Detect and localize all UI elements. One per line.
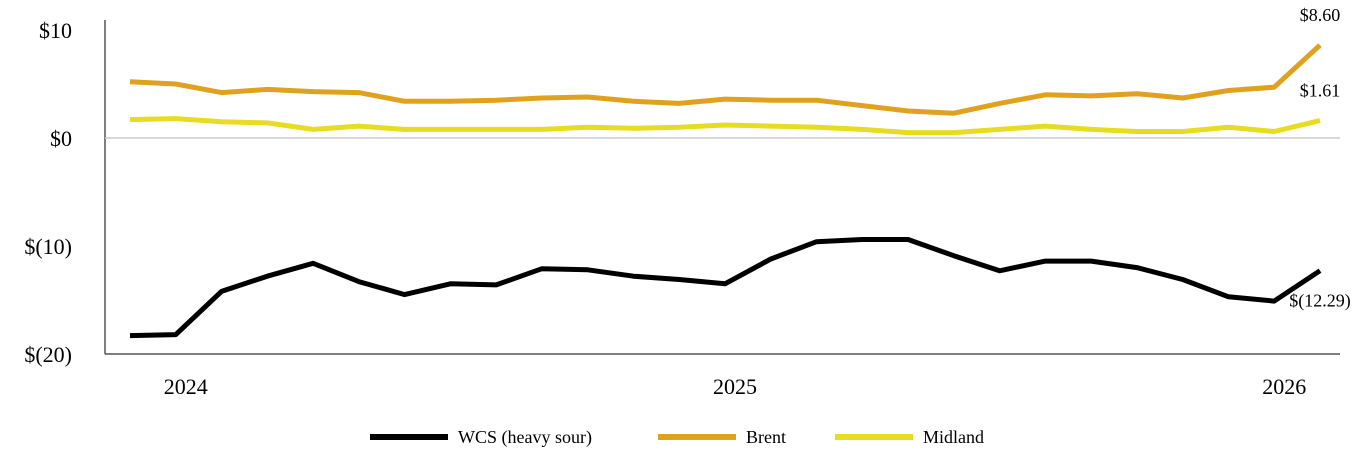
series-line-brent: [129, 43, 1322, 116]
end-value-label: $8.60: [1300, 5, 1341, 25]
series-line-midland: [129, 116, 1321, 136]
x-tick-label: 2025: [713, 374, 757, 399]
y-tick-label: $0: [50, 126, 72, 151]
x-tick-label: 2026: [1262, 374, 1306, 399]
end-value-label: $1.61: [1300, 81, 1341, 101]
series-line-wcs-heavy-sour: [129, 237, 1322, 339]
y-tick-label: $10: [39, 18, 72, 43]
end-labels: $(12.29) $8.60 $1.61: [1289, 5, 1351, 312]
x-tick-label: 2024: [164, 374, 208, 399]
legend-label: Midland: [923, 427, 984, 447]
series-lines: [129, 43, 1322, 339]
axes: $10 $0 $(10) $(20) 2024 2025 2026: [24, 18, 1340, 399]
legend-label: Brent: [746, 427, 786, 447]
y-tick-label: $(10): [24, 234, 72, 259]
legend: WCS (heavy sour) Brent Midland: [370, 427, 984, 448]
end-value-label: $(12.29): [1289, 291, 1351, 312]
legend-label: WCS (heavy sour): [458, 427, 592, 448]
y-tick-label: $(20): [24, 342, 72, 367]
